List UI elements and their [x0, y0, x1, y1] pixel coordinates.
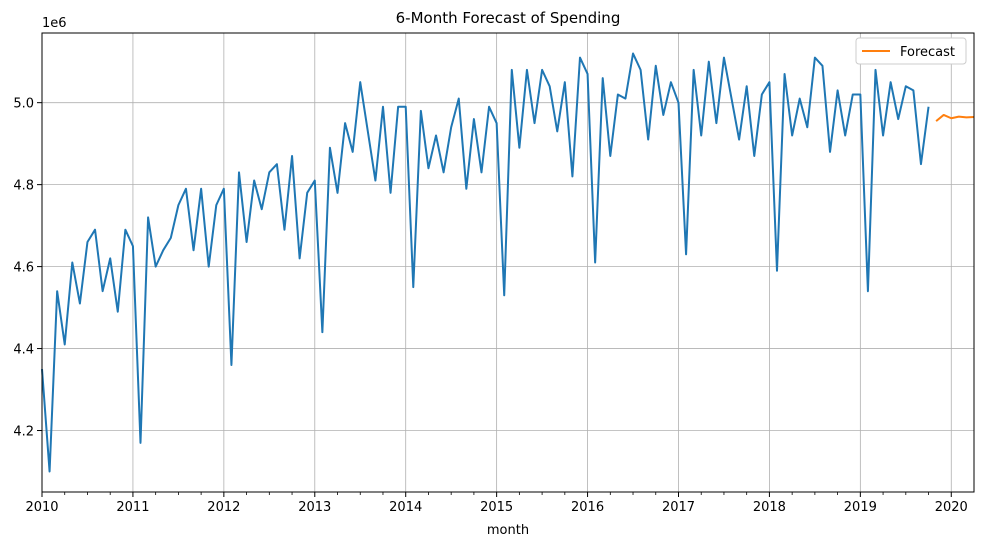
forecast-line	[935, 113, 975, 122]
x-tick-label: 2014	[389, 500, 422, 515]
legend-label-forecast: Forecast	[900, 45, 955, 60]
history-line	[41, 52, 930, 473]
legend-box	[855, 37, 967, 65]
x-tick-label: 2019	[844, 500, 877, 515]
x-tick-label: 2013	[298, 500, 331, 515]
series-layer	[41, 52, 975, 473]
y-tick-label: 4.8	[13, 179, 34, 194]
y-axis: 4.2 4.4 4.6 4.8 5.0	[13, 97, 42, 440]
x-tick-label: 2016	[571, 500, 604, 515]
y-tick-label: 4.2	[13, 425, 34, 440]
x-tick-label: 2012	[207, 500, 240, 515]
x-tick-label: 2010	[25, 500, 58, 515]
y-tick-label: 4.4	[13, 343, 34, 358]
x-axis-label: month	[487, 523, 529, 538]
grid	[42, 33, 974, 492]
plot-frame	[41, 32, 975, 493]
x-tick-label: 2020	[935, 500, 968, 515]
x-tick-label: 2018	[753, 500, 786, 515]
legend: Forecast	[855, 37, 967, 65]
x-tick-label: 2017	[662, 500, 695, 515]
x-axis: 2010 2011 2012 2013 2014 2015 2016 2017 2018 2019…	[25, 492, 968, 515]
x-tick-label: 2011	[116, 500, 149, 515]
y-tick-label: 5.0	[13, 97, 34, 112]
x-tick-label: 2015	[480, 500, 513, 515]
y-tick-label: 4.6	[13, 261, 34, 276]
y-offset-label: 1e6	[42, 16, 67, 31]
chart-title: 6-Month Forecast of Spending	[396, 9, 621, 27]
